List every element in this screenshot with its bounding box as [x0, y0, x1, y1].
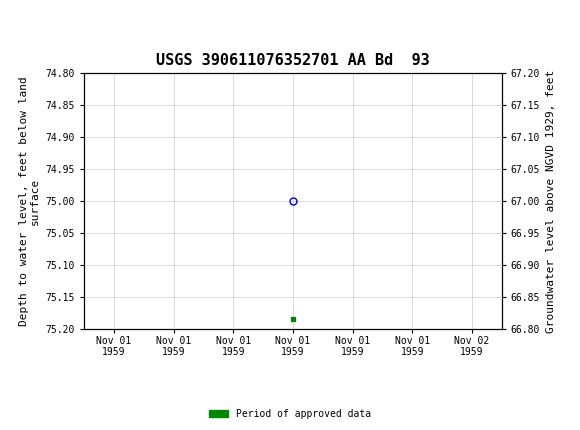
Title: USGS 390611076352701 AA Bd  93: USGS 390611076352701 AA Bd 93	[156, 53, 430, 68]
Y-axis label: Groundwater level above NGVD 1929, feet: Groundwater level above NGVD 1929, feet	[546, 69, 556, 333]
Y-axis label: Depth to water level, feet below land
surface: Depth to water level, feet below land su…	[19, 76, 40, 326]
Legend: Period of approved data: Period of approved data	[205, 405, 375, 423]
Text: █USGS: █USGS	[7, 15, 61, 36]
